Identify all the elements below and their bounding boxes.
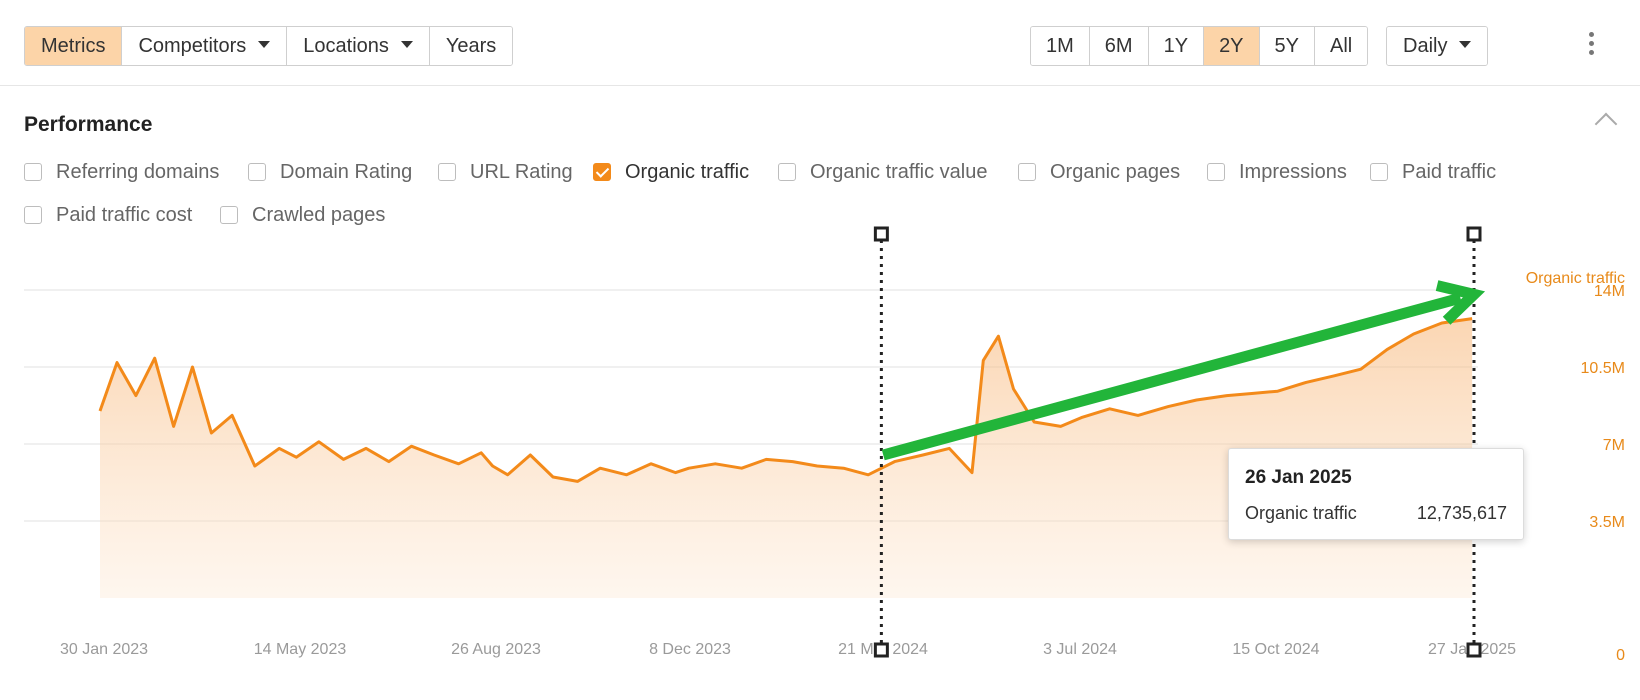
checkbox-impressions[interactable]: Impressions	[1207, 159, 1347, 185]
caret-down-icon	[400, 41, 413, 49]
range-1y[interactable]: 1Y	[1148, 27, 1205, 65]
interval-dropdown[interactable]: Daily	[1386, 26, 1489, 66]
checkbox-icon[interactable]	[778, 163, 796, 181]
checkbox-organic-pages[interactable]: Organic pages	[1018, 159, 1180, 185]
range-handle-icon[interactable]	[873, 642, 889, 658]
range-1m[interactable]: 1M	[1031, 27, 1090, 65]
checkbox-url-rating[interactable]: URL Rating	[438, 159, 573, 185]
organic-traffic-line	[98, 317, 1473, 483]
x-tick-label: 30 Jan 2023	[60, 641, 148, 658]
checkbox-icon[interactable]	[1207, 163, 1225, 181]
y-axis-label: Organic traffic	[1526, 270, 1625, 287]
range-handle-icon[interactable]	[1466, 226, 1482, 242]
range-6m[interactable]: 6M	[1089, 27, 1149, 65]
y-tick-label: 10.5M	[1581, 360, 1625, 377]
checkbox-icon[interactable]	[1018, 163, 1036, 181]
checkbox-icon[interactable]	[220, 206, 238, 224]
checkbox-icon[interactable]	[24, 206, 42, 224]
trend-arrow-icon	[881, 292, 1462, 461]
y-tick-label: 7M	[1603, 437, 1625, 454]
checkbox-icon[interactable]	[593, 163, 611, 181]
range-2y[interactable]: 2Y	[1204, 27, 1260, 65]
tooltip-value: 12,735,617	[1416, 503, 1507, 523]
checkbox-domain-rating[interactable]: Domain Rating	[248, 159, 412, 185]
y-tick-label: 3.5M	[1589, 514, 1625, 531]
section-title: Performance	[24, 113, 153, 136]
checkbox-paid-traffic[interactable]: Paid traffic	[1370, 159, 1496, 185]
y-tick-label: 0	[1616, 647, 1625, 664]
range-all[interactable]: All	[1315, 27, 1368, 65]
trend-arrow-head-icon	[1435, 280, 1486, 325]
range-5y[interactable]: 5Y	[1259, 27, 1315, 65]
interval-button[interactable]: Daily	[1387, 27, 1488, 65]
tab-locations[interactable]: Locations	[287, 27, 430, 65]
checkbox-paid-traffic-cost[interactable]: Paid traffic cost	[24, 202, 192, 228]
x-tick-label: 14 May 2023	[254, 641, 347, 658]
y-tick-label: 14M	[1594, 283, 1625, 300]
more-options-icon[interactable]	[1586, 32, 1596, 60]
organic-traffic-area	[100, 318, 1473, 598]
checkbox-referring-domains[interactable]: Referring domains	[24, 159, 219, 185]
chart-tooltip: 26 Jan 2025 Organic traffic 12,735,617	[1228, 448, 1524, 540]
range-handle-icon[interactable]	[873, 226, 889, 242]
toolbar: Metrics Competitors Locations Years 1M 6M 1Y 2…	[0, 0, 1640, 86]
tooltip-label: Organic traffic	[1245, 503, 1357, 523]
tab-metrics[interactable]: Metrics	[25, 27, 123, 65]
checkbox-icon[interactable]	[248, 163, 266, 181]
checkbox-organic-traffic[interactable]: Organic traffic	[593, 159, 749, 185]
view-tabs: Metrics Competitors Locations Years	[24, 26, 514, 66]
x-tick-label: 26 Aug 2023	[451, 641, 541, 658]
checkbox-icon[interactable]	[438, 163, 456, 181]
x-tick-label: 8 Dec 2023	[649, 641, 731, 658]
tab-years[interactable]: Years	[429, 27, 513, 65]
checkbox-icon[interactable]	[24, 163, 42, 181]
range-handle-icon[interactable]	[1466, 642, 1482, 658]
caret-down-icon	[1459, 41, 1472, 49]
checkbox-organic-traffic-value[interactable]: Organic traffic value	[778, 159, 988, 185]
x-tick-label: 15 Oct 2024	[1232, 641, 1319, 658]
checkbox-crawled-pages[interactable]: Crawled pages	[220, 202, 385, 228]
x-tick-label: 3 Jul 2024	[1043, 641, 1117, 658]
tooltip-date: 26 Jan 2025	[1245, 467, 1352, 488]
range-selector: 1M 6M 1Y 2Y 5Y All	[1030, 26, 1369, 66]
caret-down-icon	[258, 41, 271, 49]
checkbox-icon[interactable]	[1370, 163, 1388, 181]
tab-competitors[interactable]: Competitors	[122, 27, 288, 65]
